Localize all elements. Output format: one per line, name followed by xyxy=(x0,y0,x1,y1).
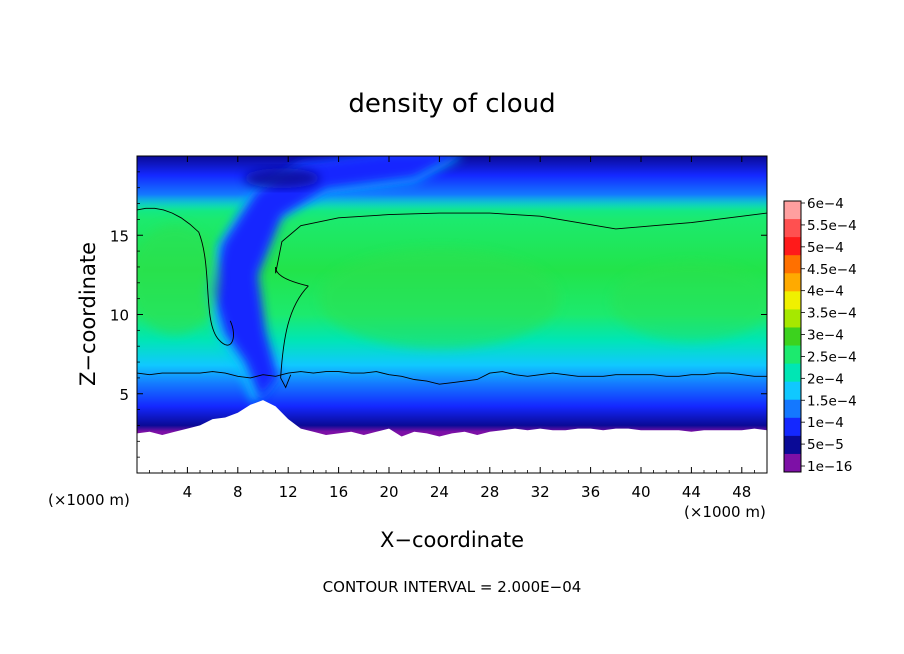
plume-core xyxy=(212,156,456,401)
colorbar-swatch xyxy=(784,327,801,347)
y-axis-label: Z−coordinate xyxy=(76,242,100,386)
colorbar-swatch xyxy=(784,219,801,238)
colorbar-swatch xyxy=(784,201,801,220)
colorbar-swatch xyxy=(784,435,801,455)
contour-interval-note: CONTOUR INTERVAL = 2.000E−04 xyxy=(323,578,582,596)
colorbar-swatch xyxy=(784,345,801,365)
colorbar-swatch xyxy=(784,399,801,419)
chart-title: density of cloud xyxy=(348,89,555,119)
y-tick-label: 10 xyxy=(110,307,129,325)
colorbar-label: 5e−5 xyxy=(807,437,844,453)
colorbar-label: 2.5e−4 xyxy=(807,349,857,365)
colorbar-swatch xyxy=(784,417,801,437)
x-tick-label: 28 xyxy=(480,483,499,501)
y-axis-unit: (×1000 m) xyxy=(684,503,766,521)
colorbar-label: 5.5e−4 xyxy=(807,218,857,234)
contour-lower xyxy=(137,371,767,385)
colorbar-label: 4e−4 xyxy=(807,284,844,300)
colorbar-swatch xyxy=(784,363,801,383)
colorbar-swatch xyxy=(784,309,801,328)
colorbar-label: 6e−4 xyxy=(807,196,844,212)
colorbar-swatch xyxy=(784,453,801,473)
x-tick-label: 48 xyxy=(732,483,751,501)
colorbar-label: 2e−4 xyxy=(807,371,844,387)
contour-plume-edge xyxy=(280,285,309,389)
upper-dry-layer xyxy=(137,156,767,211)
x-tick-label: 24 xyxy=(430,483,449,501)
colorbar-swatch xyxy=(784,237,801,256)
moist-core-left xyxy=(137,224,220,335)
colorbar: 6e−4 5.5e−4 5e−4 4.5e−4 4e−4 3.5e−4 3e−4 2.5e−4… xyxy=(783,196,857,475)
colorbar-swatch xyxy=(784,255,801,274)
moist-core-right xyxy=(611,261,767,342)
x-tick-label: 12 xyxy=(279,483,298,501)
x-axis-label: X−coordinate xyxy=(380,528,524,552)
x-tick-label: 40 xyxy=(631,483,650,501)
y-tick-label: 5 xyxy=(119,386,129,404)
colorbar-swatch xyxy=(784,291,801,310)
contour-upper xyxy=(275,212,767,287)
heatmap-field xyxy=(137,156,767,473)
y-axis-ticks: 5 10 15 xyxy=(110,171,767,458)
colorbar-label: 3e−4 xyxy=(807,328,844,344)
moist-core-center xyxy=(319,248,560,349)
x-axis-unit: (×1000 m) xyxy=(48,491,130,509)
x-tick-label: 32 xyxy=(531,483,550,501)
x-tick-label: 44 xyxy=(682,483,701,501)
colorbar-label: 5e−4 xyxy=(807,240,844,256)
colorbar-swatch xyxy=(784,273,801,292)
x-tick-label: 4 xyxy=(183,483,193,501)
colorbar-label: 4.5e−4 xyxy=(807,262,857,278)
x-tick-label: 8 xyxy=(233,483,243,501)
terrain xyxy=(137,400,767,473)
colorbar-label: 3.5e−4 xyxy=(807,306,857,322)
contour-left-column xyxy=(137,207,234,346)
plume-top xyxy=(243,168,320,189)
x-tick-label: 36 xyxy=(581,483,600,501)
x-axis-ticks: 4 8 12 16 20 24 28 32 36 40 44 48 xyxy=(149,156,755,501)
colorbar-label: 1e−16 xyxy=(807,459,852,475)
x-tick-label: 20 xyxy=(379,483,398,501)
colorbar-label: 1.5e−4 xyxy=(807,393,857,409)
colorbar-frame xyxy=(783,200,802,473)
colorbar-label: 1e−4 xyxy=(807,415,844,431)
x-tick-label: 16 xyxy=(329,483,348,501)
y-tick-label: 15 xyxy=(110,227,129,245)
colorbar-swatch xyxy=(784,381,801,401)
